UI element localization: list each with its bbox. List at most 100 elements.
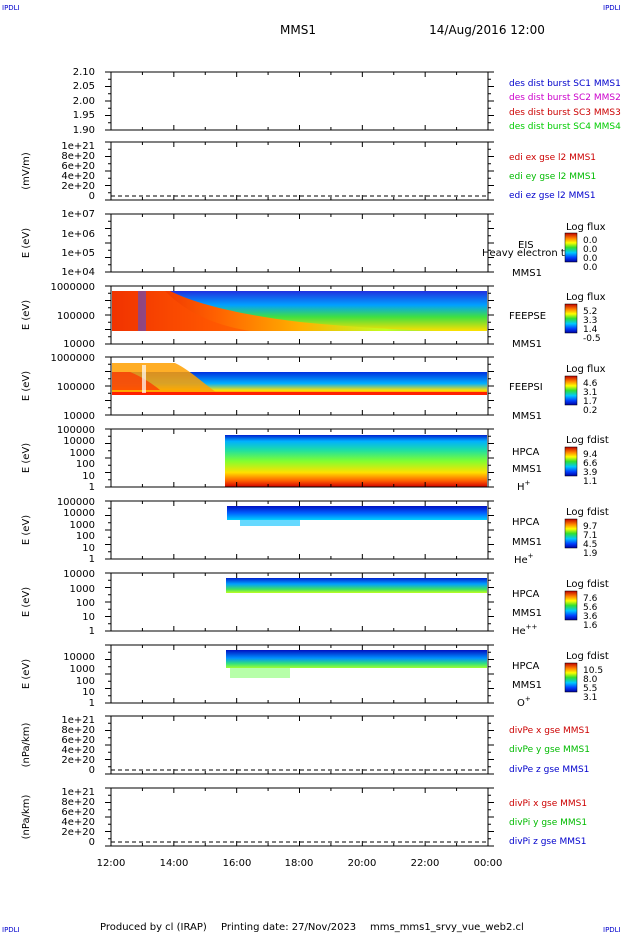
spectrogram-band xyxy=(226,650,487,668)
legend-sc1: des dist burst SC1 MMS1 xyxy=(509,79,621,89)
colorbar-title: Log fdist xyxy=(566,579,609,590)
colorbar-tick: 5.5 xyxy=(583,684,597,694)
colorbar-tick: 1.6 xyxy=(583,621,598,631)
colorbar-tick: 5.6 xyxy=(583,603,598,613)
tick-label: 0 xyxy=(89,837,95,848)
tick-label: 10 xyxy=(82,471,95,482)
tick-label: 100 xyxy=(76,459,95,470)
y-ticks: 1000000 100000 10000 xyxy=(50,353,95,422)
colorbar-tick: 9.7 xyxy=(583,522,597,532)
tick-label: 100000 xyxy=(57,382,95,393)
tick-label: 1e+05 xyxy=(61,248,95,259)
tick-label: 1 xyxy=(89,698,95,709)
colorbar-tick: 3.1 xyxy=(583,388,597,398)
y-ticks: 1e+21 8e+20 6e+20 4e+20 2e+20 0 xyxy=(61,787,95,848)
tick-label: 1e+21 xyxy=(61,715,95,726)
time-tick-label: 18:00 xyxy=(285,858,314,869)
tick-label: 100 xyxy=(76,531,95,542)
instrument-label: EIS xyxy=(518,240,534,251)
panel-hpca-he-plus: E (eV) 100000 10000 1000 100 10 1 HPCA M… xyxy=(21,497,609,566)
colorbar xyxy=(564,232,578,263)
colorbar-tick: 0.0 xyxy=(583,263,598,273)
legend-divpe-x: divPe x gse MMS1 xyxy=(509,726,590,736)
tick-label: 10 xyxy=(82,543,95,554)
tick-label: 2e+20 xyxy=(61,755,95,766)
y-ticks: 1e+21 8e+20 6e+20 4e+20 2e+20 0 xyxy=(61,715,95,776)
spacecraft-label: MMS1 xyxy=(512,339,542,350)
instrument-label: FEEPSE xyxy=(509,311,546,322)
footer-script: mms_mms1_srvy_vue_web2.cl xyxy=(370,922,524,933)
colorbar-tick: 5.2 xyxy=(583,307,597,317)
tick-label: 8e+20 xyxy=(61,725,95,736)
instrument-label: FEEPSI xyxy=(509,382,543,393)
tick-label: 10000 xyxy=(63,436,95,447)
colorbar-tick: 3.3 xyxy=(583,316,597,326)
y-axis-label: E (eV) xyxy=(21,443,32,473)
y-axis-label: (nPa/km) xyxy=(21,795,32,840)
y-ticks: 1e+07 1e+06 1e+05 1e+04 xyxy=(61,209,95,278)
tick-label: 100 xyxy=(76,676,95,687)
legend-divpi-z: divPi z gse MMS1 xyxy=(509,837,586,847)
header-datetime: 14/Aug/2016 12:00 xyxy=(429,23,545,37)
header-spacecraft: MMS1 xyxy=(280,23,316,37)
colorbar-tick: 7.1 xyxy=(583,531,597,541)
legend-sc3: des dist burst SC3 MMS3 xyxy=(509,108,621,118)
tick-label: 4e+20 xyxy=(61,817,95,828)
colorbar-tick: 4.5 xyxy=(583,540,597,550)
colorbar xyxy=(564,518,578,549)
panel-frame xyxy=(110,71,489,131)
tick-label: 10 xyxy=(82,612,95,623)
colorbar-tick: 1.7 xyxy=(583,397,597,407)
time-tick-label: 20:00 xyxy=(348,858,377,869)
spectrogram-gap xyxy=(142,365,146,393)
y-ticks: 10000 1000 100 10 1 xyxy=(63,652,95,709)
colorbar-tick: 1.9 xyxy=(583,549,598,559)
tick-label: 1e+04 xyxy=(61,267,95,278)
tick-label: 10 xyxy=(82,687,95,698)
tick-label: 1e+21 xyxy=(61,141,95,152)
spacecraft-label: MMS1 xyxy=(512,268,542,279)
panel-frame xyxy=(110,141,489,201)
colorbar-tick: 0.0 xyxy=(583,254,598,264)
species-label: H+ xyxy=(517,479,531,493)
tick-label: 10000 xyxy=(63,569,95,580)
legend-divpi-x: divPi x gse MMS1 xyxy=(509,799,587,809)
y-axis-label: E (eV) xyxy=(21,371,32,401)
tick-label: 100000 xyxy=(57,425,95,436)
time-tick-label: 00:00 xyxy=(474,858,503,869)
colorbar-tick: 0.2 xyxy=(583,406,597,416)
tick-label: 100000 xyxy=(57,311,95,322)
spectrogram-core xyxy=(112,372,160,390)
tick-label: 1.90 xyxy=(73,125,95,136)
legend-divpe-z: divPe z gse MMS1 xyxy=(509,765,589,775)
tick-label: 1000000 xyxy=(50,282,95,293)
spectrogram-core xyxy=(112,291,250,331)
colorbar-title: Log fdist xyxy=(566,651,609,662)
panel-hpca-he-plus-plus: E (eV) 10000 1000 100 10 1 HPCA MMS1 He+… xyxy=(21,569,609,637)
colorbar-tick: 3.9 xyxy=(583,468,598,478)
spectrogram-floor xyxy=(112,392,487,395)
tick-label: 8e+20 xyxy=(61,797,95,808)
species-label: He++ xyxy=(512,623,538,637)
spectrogram-band xyxy=(227,506,487,520)
instrument-label: HPCA xyxy=(512,589,540,600)
spacecraft-label: MMS1 xyxy=(512,608,542,619)
tick-label: 1000 xyxy=(70,584,95,595)
tick-label: 1 xyxy=(89,554,95,565)
feepsi-spectrogram xyxy=(112,363,487,395)
footer-printing-date: Printing date: 27/Nov/2023 xyxy=(221,922,356,933)
y-ticks: 10000 1000 100 10 1 xyxy=(63,569,95,637)
time-tick-label: 12:00 xyxy=(97,858,126,869)
y-axis-label: (nPa/km) xyxy=(21,723,32,768)
colorbar-tick: 7.6 xyxy=(583,594,598,604)
colorbar-tick: 3.1 xyxy=(583,693,597,703)
tick-label: 1e+21 xyxy=(61,787,95,798)
spectrogram-band xyxy=(226,578,487,593)
time-tick-label: 16:00 xyxy=(223,858,252,869)
corner-tag-bottom-right: IPDLI xyxy=(603,926,621,934)
tick-label: 10000 xyxy=(63,652,95,663)
colorbar xyxy=(564,375,578,406)
colorbar-title: Log flux xyxy=(566,292,606,303)
panel-des-dist-burst: 2.10 2.05 2.00 1.95 1.90 des dist burst … xyxy=(73,67,621,136)
spacecraft-label: MMS1 xyxy=(512,680,542,691)
